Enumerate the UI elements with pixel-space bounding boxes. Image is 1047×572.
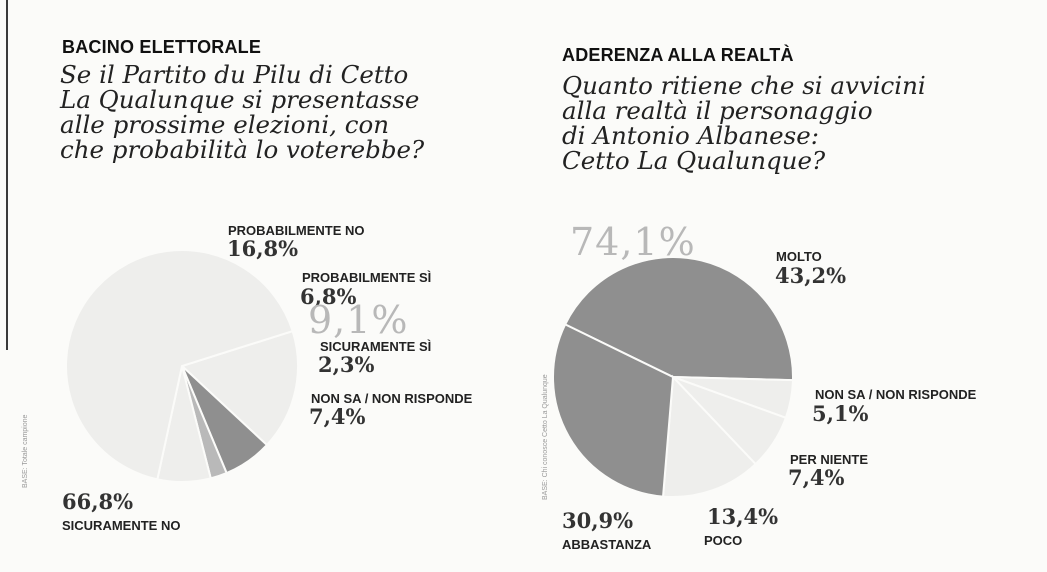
chart1-question: Se il Partito du Pilu di Cetto La Qualun… [60,62,424,162]
chart1-question-line: Se il Partito du Pilu di Cetto [60,60,409,89]
chart2-value-abbastanza: 30,9% [562,508,634,533]
chart1-label-sicuramente-si: SICURAMENTE SÌ [320,339,432,354]
chart1-question-line: che probabilità lo voterebbe? [60,135,425,164]
chart2-slice-abbastanza [551,323,675,498]
chart2-question: Quanto ritiene che si avvicini alla real… [562,73,926,173]
chart2-label-abbastanza: ABBASTANZA [562,537,652,552]
chart1-heading: BACINO ELETTORALE [62,37,262,57]
chart2-question-line: di Antonio Albanese: [562,121,819,150]
chart1-slice-sicuramente-no [65,249,294,481]
chart1-label-probabilmente-si: PROBABILMENTE SÌ [302,270,432,285]
chart1-value-probabilmente-si: 6,8% [300,284,357,309]
chart1-value-probabilmente-no: 16,8% [227,236,299,261]
chart1-value-sicuramente-no: 66,8% [62,489,134,514]
chart2-label-per-niente: PER NIENTE [790,452,869,467]
chart2-value-non-sa: 5,1% [812,401,869,426]
chart2-slice-molto [563,256,794,382]
chart2-label-poco: POCO [704,533,743,548]
chart2-heading: ADERENZA ALLA REALTÀ [562,45,794,65]
chart1-value-sicuramente-si: 2,3% [318,352,375,377]
chart2-label-molto: MOLTO [776,249,822,264]
chart2-value-molto: 43,2% [775,263,847,288]
chart2-value-per-niente: 7,4% [788,465,845,490]
chart2-value-poco: 13,4% [707,504,779,529]
chart1-question-line: alle prossime elezioni, con [60,110,389,139]
chart1-value-non-sa: 7,4% [309,404,366,429]
chart1-label-probabilmente-no: PROBABILMENTE NO [228,223,365,238]
chart1-question-line: La Qualunque si presentasse [60,85,420,114]
chart2-question-line: Cetto La Qualunque? [562,146,826,175]
chart1-group-total: 9,1% [308,298,409,342]
chart2-label-non-sa: NON SA / NON RISPONDE [815,387,977,402]
chart2-question-line: alla realtà il personaggio [562,96,873,125]
chart1-label-non-sa: NON SA / NON RISPONDE [311,391,473,406]
chart2-slice-poco [661,374,757,498]
chart1-slice-probabilmente-no [180,329,299,447]
chart2-question-line: Quanto ritiene che si avvicini [562,71,926,100]
left-rule [6,0,8,350]
chart1-label-sicuramente-no: SICURAMENTE NO [62,518,181,533]
